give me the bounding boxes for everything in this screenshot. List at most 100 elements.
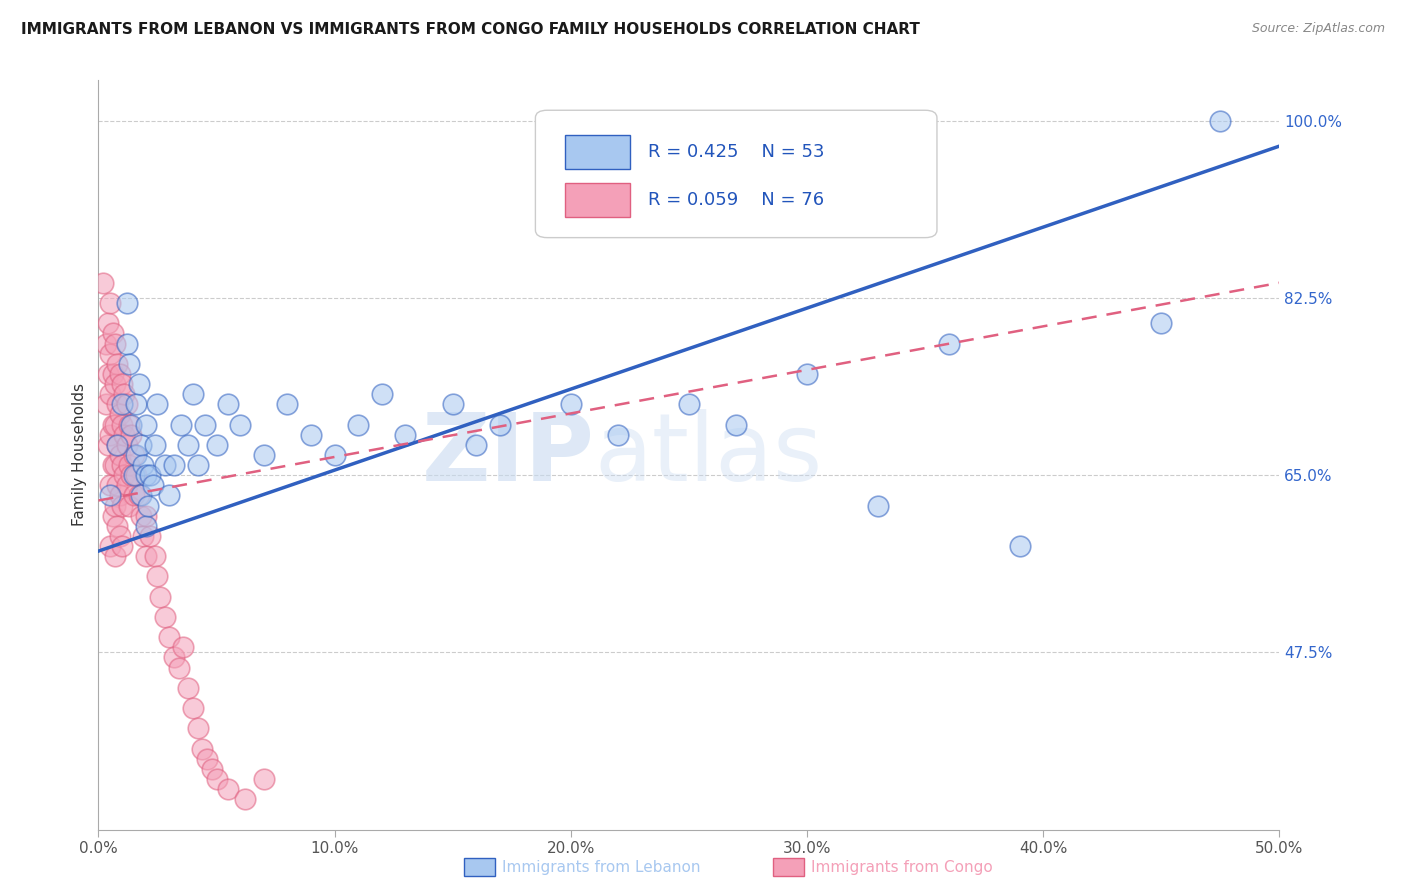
Point [143, 438, 166, 452]
Point [125, 468, 148, 483]
Point [194, 417, 217, 432]
Point [607, 427, 630, 442]
Point [104, 549, 127, 564]
Point [163, 458, 186, 472]
Point [146, 397, 169, 411]
Point [115, 296, 138, 310]
Point [105, 397, 128, 411]
Text: R = 0.425    N = 53: R = 0.425 N = 53 [648, 143, 824, 161]
Point [132, 529, 155, 543]
Point [201, 762, 224, 776]
Point [181, 387, 204, 401]
Point [276, 397, 298, 411]
Point [1209, 113, 1232, 128]
Point [394, 427, 416, 442]
FancyBboxPatch shape [565, 183, 630, 217]
Point [108, 448, 131, 462]
Point [115, 397, 138, 411]
Point [153, 458, 176, 472]
Point [108, 488, 131, 502]
Point [678, 397, 700, 411]
Point [104, 336, 127, 351]
Point [108, 529, 131, 543]
Point [105, 438, 128, 452]
Point [125, 397, 148, 411]
Point [122, 468, 145, 483]
Point [115, 478, 138, 492]
Text: Immigrants from Congo: Immigrants from Congo [811, 860, 993, 874]
Point [299, 427, 322, 442]
Point [163, 650, 186, 665]
Point [157, 488, 180, 502]
Point [205, 438, 228, 452]
Point [170, 417, 193, 432]
Point [135, 549, 157, 564]
Point [108, 367, 131, 381]
Point [111, 458, 134, 472]
Point [191, 741, 214, 756]
Point [98, 478, 121, 492]
Point [118, 357, 141, 371]
Point [108, 408, 131, 422]
Point [91, 276, 114, 290]
Point [149, 590, 172, 604]
Point [111, 377, 134, 392]
Point [122, 448, 145, 462]
Point [98, 539, 121, 553]
FancyBboxPatch shape [536, 111, 936, 237]
Point [125, 448, 148, 462]
FancyBboxPatch shape [565, 135, 630, 169]
Point [101, 326, 124, 341]
Point [101, 458, 124, 472]
Point [217, 782, 239, 797]
Point [128, 377, 150, 392]
Point [115, 438, 138, 452]
Point [253, 448, 276, 462]
Point [233, 792, 256, 806]
Point [135, 518, 157, 533]
Point [253, 772, 276, 786]
Point [938, 336, 960, 351]
Point [143, 549, 166, 564]
Point [112, 387, 135, 401]
Point [177, 681, 200, 695]
Point [153, 610, 176, 624]
Point [465, 438, 488, 452]
Point [441, 397, 464, 411]
Point [98, 427, 121, 442]
Point [796, 367, 818, 381]
Y-axis label: Family Households: Family Households [72, 384, 87, 526]
Text: atlas: atlas [595, 409, 823, 501]
Point [1008, 539, 1031, 553]
Point [132, 458, 155, 472]
Point [489, 417, 512, 432]
Point [167, 660, 190, 674]
Point [111, 499, 134, 513]
Text: Immigrants from Lebanon: Immigrants from Lebanon [502, 860, 700, 874]
Point [866, 499, 889, 513]
Point [98, 346, 121, 360]
Point [105, 518, 128, 533]
Point [1150, 316, 1173, 330]
Point [122, 488, 145, 502]
Point [177, 438, 200, 452]
Point [101, 417, 124, 432]
Point [118, 458, 141, 472]
Point [105, 357, 128, 371]
Point [97, 316, 120, 330]
Point [139, 529, 162, 543]
Point [323, 448, 346, 462]
Point [195, 752, 218, 766]
Point [135, 468, 157, 483]
Text: R = 0.059    N = 76: R = 0.059 N = 76 [648, 191, 824, 209]
Point [157, 630, 180, 644]
Point [112, 468, 135, 483]
Point [104, 377, 127, 392]
Point [172, 640, 194, 655]
Point [111, 397, 134, 411]
Point [129, 438, 152, 452]
Point [118, 499, 141, 513]
Point [146, 569, 169, 583]
Point [104, 417, 127, 432]
Point [105, 478, 128, 492]
